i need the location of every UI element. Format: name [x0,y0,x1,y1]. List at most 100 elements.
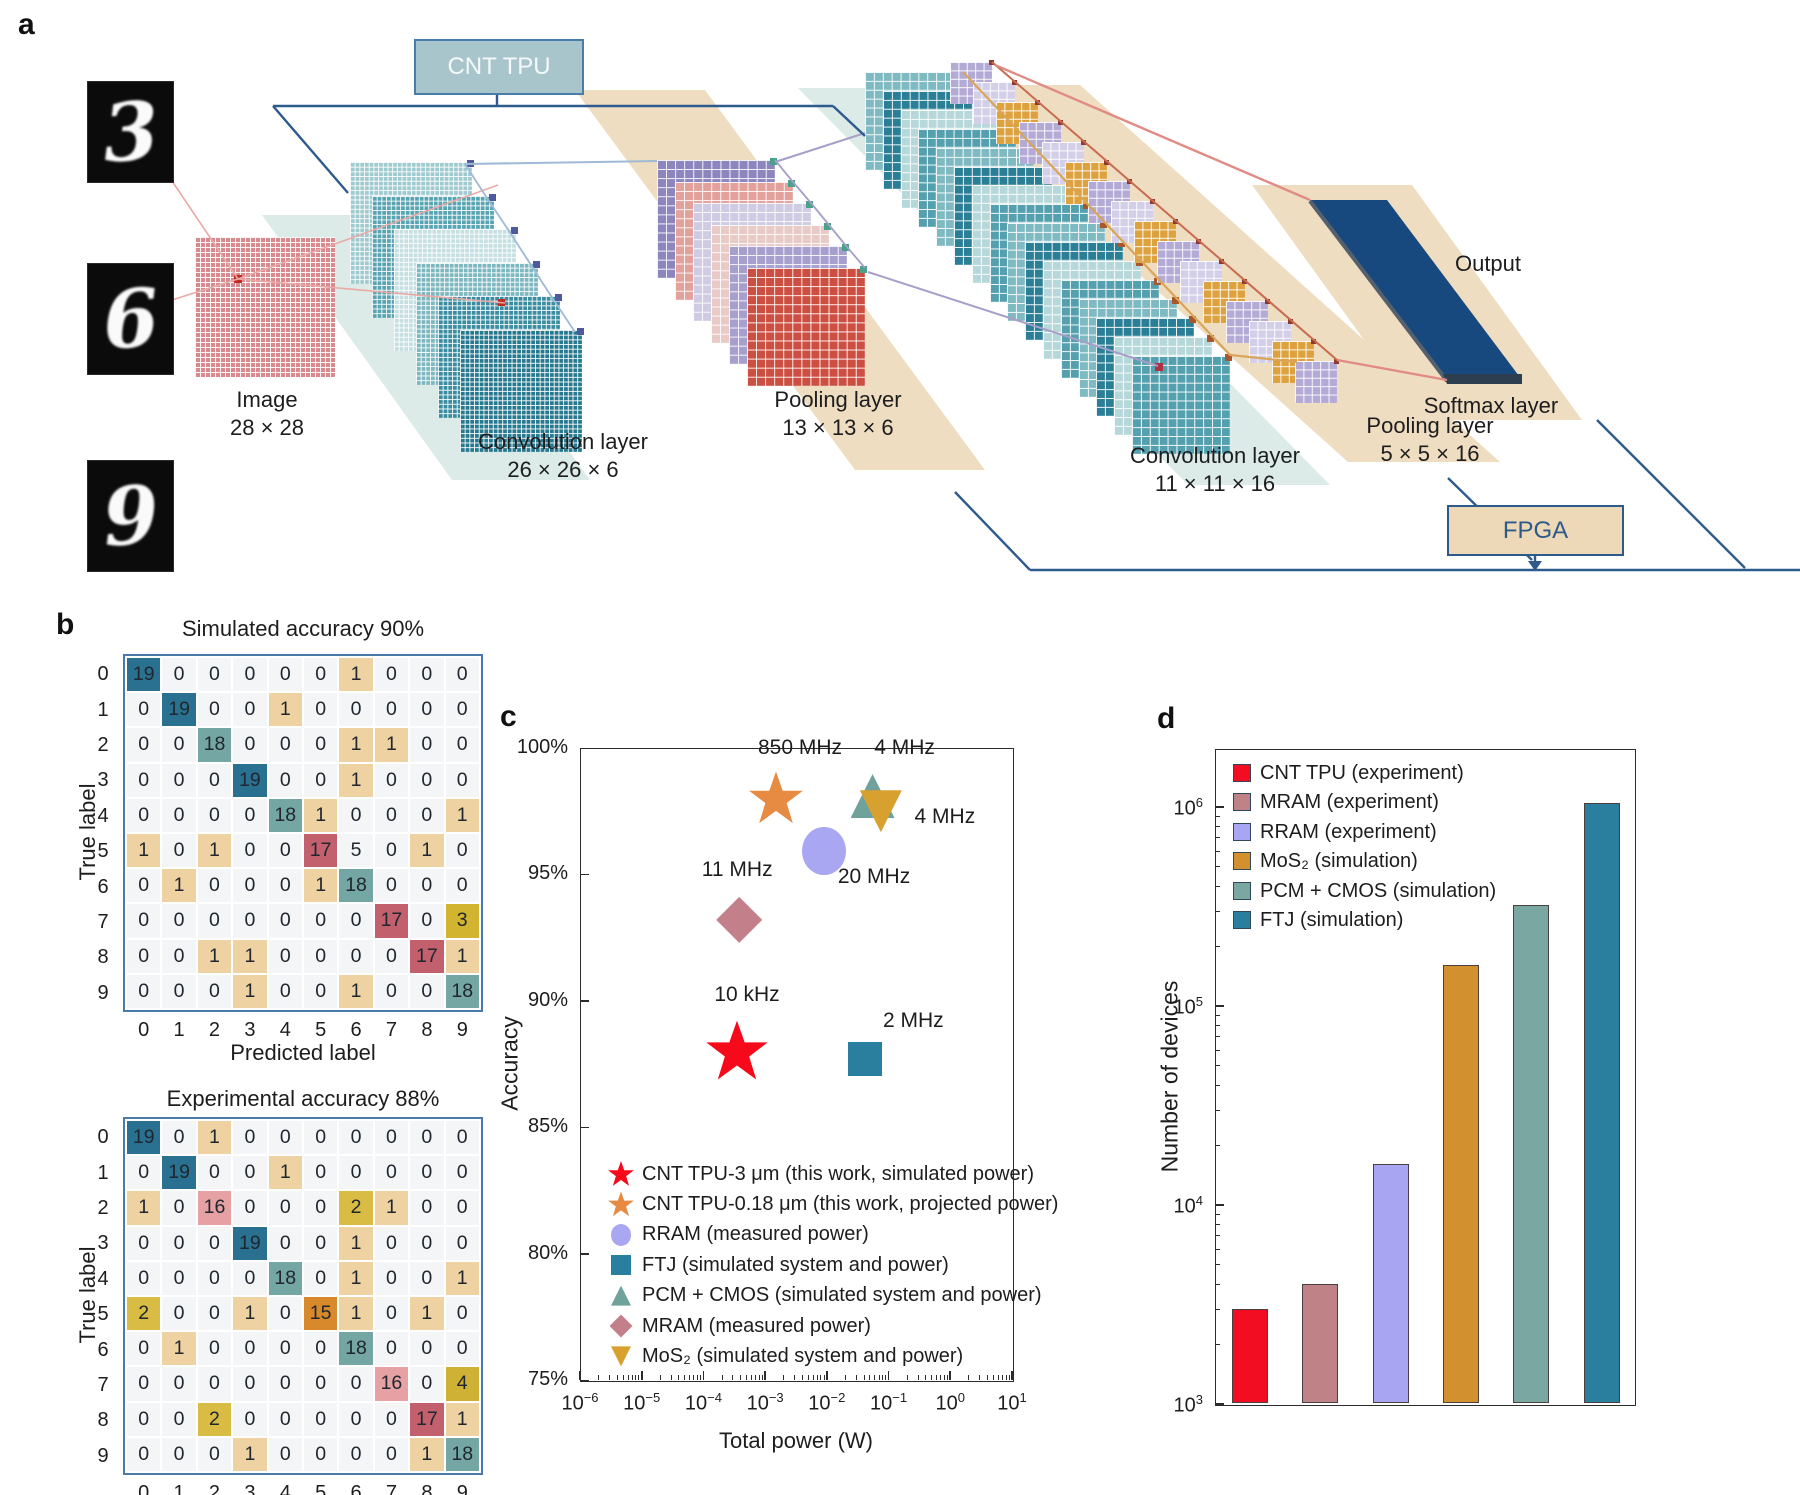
conv2-map-15 [1132,355,1230,454]
matrix-cell-r7c7: 17 [374,904,409,938]
matrix-cell-r7c8: 0 [410,904,444,938]
x-minor-tick [874,1375,876,1380]
matrix-cell-r1c1: 19 [162,693,196,727]
pool2-map-corner-dot [1012,79,1017,85]
matrix-cell-r4c1: 0 [162,798,196,832]
digit-6-glyph: 6 [99,270,162,368]
mnist-digit-3: 3 [87,81,174,183]
matrix-cell-r6c4: 0 [268,1332,302,1366]
pool2-map-corner-dot [1334,358,1339,364]
matrix-cell-r7c0: 0 [127,904,161,938]
bar-legend-label-4: PCM + CMOS (simulation) [1260,879,1497,902]
col-tick-0: 0 [138,1481,150,1495]
matrix-cell-r1c0: 0 [127,693,161,727]
matrix-cell-r4c7: 0 [374,798,409,832]
matrix-cell-r4c5: 0 [303,1261,338,1295]
x-minor-tick [678,1375,680,1380]
bar-mram-(experiment) [1302,1284,1339,1403]
matrix-cell-r7c7: 16 [374,1367,409,1401]
matrix-cell-r3c5: 0 [303,763,338,797]
conv2-map-corner-dot [1171,296,1179,304]
panel-d-label: d [1157,702,1176,735]
matrix-cell-r0c4: 0 [268,1121,302,1155]
matrix-cell-r2c1: 0 [162,1191,196,1225]
conv1-map-corner-dot [467,160,474,167]
y-minor-tick [1215,815,1220,817]
matrix-cell-r6c6: 18 [339,869,373,903]
matrix-cell-r9c7: 0 [374,974,409,1008]
label-conv2: Convolution layer 11 × 11 × 16 [1095,442,1335,498]
matrix-cell-r8c6: 0 [339,1402,373,1436]
matrix-cell-r2c2: 16 [197,1191,232,1225]
row-tick-6: 6 [97,875,109,898]
col-tick-3: 3 [244,1481,256,1495]
scatter-legend-row: MoS₂ (simulated system and power) [611,1342,963,1370]
col-tick-1: 1 [173,1018,185,1041]
x-tick-label: 10−6 [561,1390,599,1415]
matrix-cell-r9c7: 0 [374,1437,409,1471]
y-tick [1215,1005,1224,1007]
conv1-map-corner-dot [555,294,562,302]
matrix-cell-r6c7: 0 [374,869,409,903]
matrix-cell-r1c5: 0 [303,693,338,727]
matrix-cell-r6c5: 0 [303,1332,338,1366]
y-minor-tick [1215,837,1220,839]
label-output: Output [1454,251,1522,276]
y-tick [580,1379,589,1382]
matrix-cell-r3c5: 0 [303,1226,338,1260]
matrix-cell-r8c6: 0 [339,939,373,973]
matrix-cell-r8c0: 0 [127,939,161,973]
matrix-cell-r5c3: 0 [233,833,267,868]
x-minor-tick [1005,1375,1007,1380]
pool2-map-corner-dot [989,60,994,65]
matrix-cell-r0c8: 0 [410,1121,444,1155]
x-minor-tick [816,1375,818,1380]
x-minor-tick [721,1375,723,1380]
conv1-map-5 [460,330,582,452]
pool1-map-corner-dot [770,158,777,165]
y-minor-tick [1215,1283,1220,1285]
matrix-cell-r0c3: 0 [233,658,267,692]
pool2-map-corner-dot [1219,259,1224,264]
matrix-cell-r9c2: 0 [197,974,232,1008]
label-pool2-dims: 5 × 5 × 16 [1380,441,1480,466]
y-tick [580,1253,589,1255]
matrix-cell-r8c7: 0 [374,939,409,973]
y-tick [580,747,589,750]
col-tick-4: 4 [279,1481,291,1495]
matrix-cell-r8c5: 0 [303,939,338,973]
col-tick-9: 9 [456,1018,468,1041]
point-label-6: 2 MHz [882,1008,944,1032]
label-pool2-name: Pooling layer [1366,413,1494,438]
scatter-legend-label: PCM + CMOS (simulated system and power) [642,1284,1042,1307]
x-tick-label: 101 [997,1390,1027,1415]
matrix-cell-r6c7: 0 [374,1332,409,1366]
matrix-cell-r4c0: 0 [127,798,161,832]
y-minor-tick [1215,1036,1220,1038]
matrix-cell-r5c9: 0 [445,1296,479,1331]
diamond-legend-icon [609,1314,633,1338]
row-tick-0: 0 [97,1126,109,1149]
x-minor-tick [750,1375,752,1380]
star-legend-icon [608,1161,634,1186]
x-minor-tick [946,1375,948,1380]
matrix-cell-r3c3: 19 [233,763,267,797]
conv1-map-corner-dot [533,260,540,268]
total-power-axis-label: Total power (W) [718,1428,874,1453]
matrix-cell-r1c3: 0 [233,1156,267,1190]
col-tick-5: 5 [315,1481,327,1495]
x-minor-tick [631,1375,633,1380]
y-minor-tick [1215,1235,1220,1237]
x-minor-tick [783,1375,785,1380]
cnt-tpu-box: CNT TPU [414,39,584,95]
matrix-cell-r9c8: 0 [410,974,444,1008]
y-tick-label: 75% [527,1368,568,1390]
matrix-cell-r3c4: 0 [268,763,302,797]
matrix-cell-r3c1: 0 [162,763,196,797]
matrix-cell-r9c1: 0 [162,1437,196,1471]
scatter-legend-label: MRAM (measured power) [642,1314,871,1337]
matrix-cell-r5c0: 1 [127,833,161,868]
pool2-map-corner-dot [1288,318,1293,324]
matrix-cell-r6c1: 1 [162,869,196,903]
x-minor-tick [878,1375,880,1380]
